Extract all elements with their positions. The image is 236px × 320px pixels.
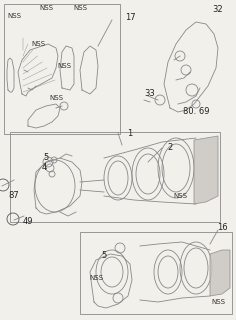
Polygon shape (194, 136, 218, 204)
Bar (10, 132, 220, 222)
Text: 80. 69: 80. 69 (183, 108, 209, 116)
Text: NSS: NSS (173, 193, 187, 199)
Text: 87: 87 (9, 191, 19, 201)
Text: NSS: NSS (89, 275, 103, 281)
Text: 1: 1 (127, 130, 133, 139)
Text: 5: 5 (101, 252, 107, 260)
Text: 2: 2 (167, 143, 173, 153)
Bar (4, 4, 120, 134)
Text: NSS: NSS (49, 95, 63, 101)
Text: NSS: NSS (73, 5, 87, 11)
Text: NSS: NSS (7, 13, 21, 19)
Text: 33: 33 (145, 90, 155, 99)
Text: 5: 5 (43, 154, 49, 163)
Polygon shape (210, 250, 230, 296)
Text: 49: 49 (23, 218, 33, 227)
Text: 4: 4 (41, 164, 47, 172)
Text: 17: 17 (125, 13, 135, 22)
Bar (80, 232, 232, 314)
Text: 32: 32 (213, 5, 223, 14)
Text: NSS: NSS (57, 63, 71, 69)
Text: NSS: NSS (211, 299, 225, 305)
Text: 16: 16 (217, 223, 227, 233)
Text: NSS: NSS (31, 41, 45, 47)
Text: NSS: NSS (39, 5, 53, 11)
